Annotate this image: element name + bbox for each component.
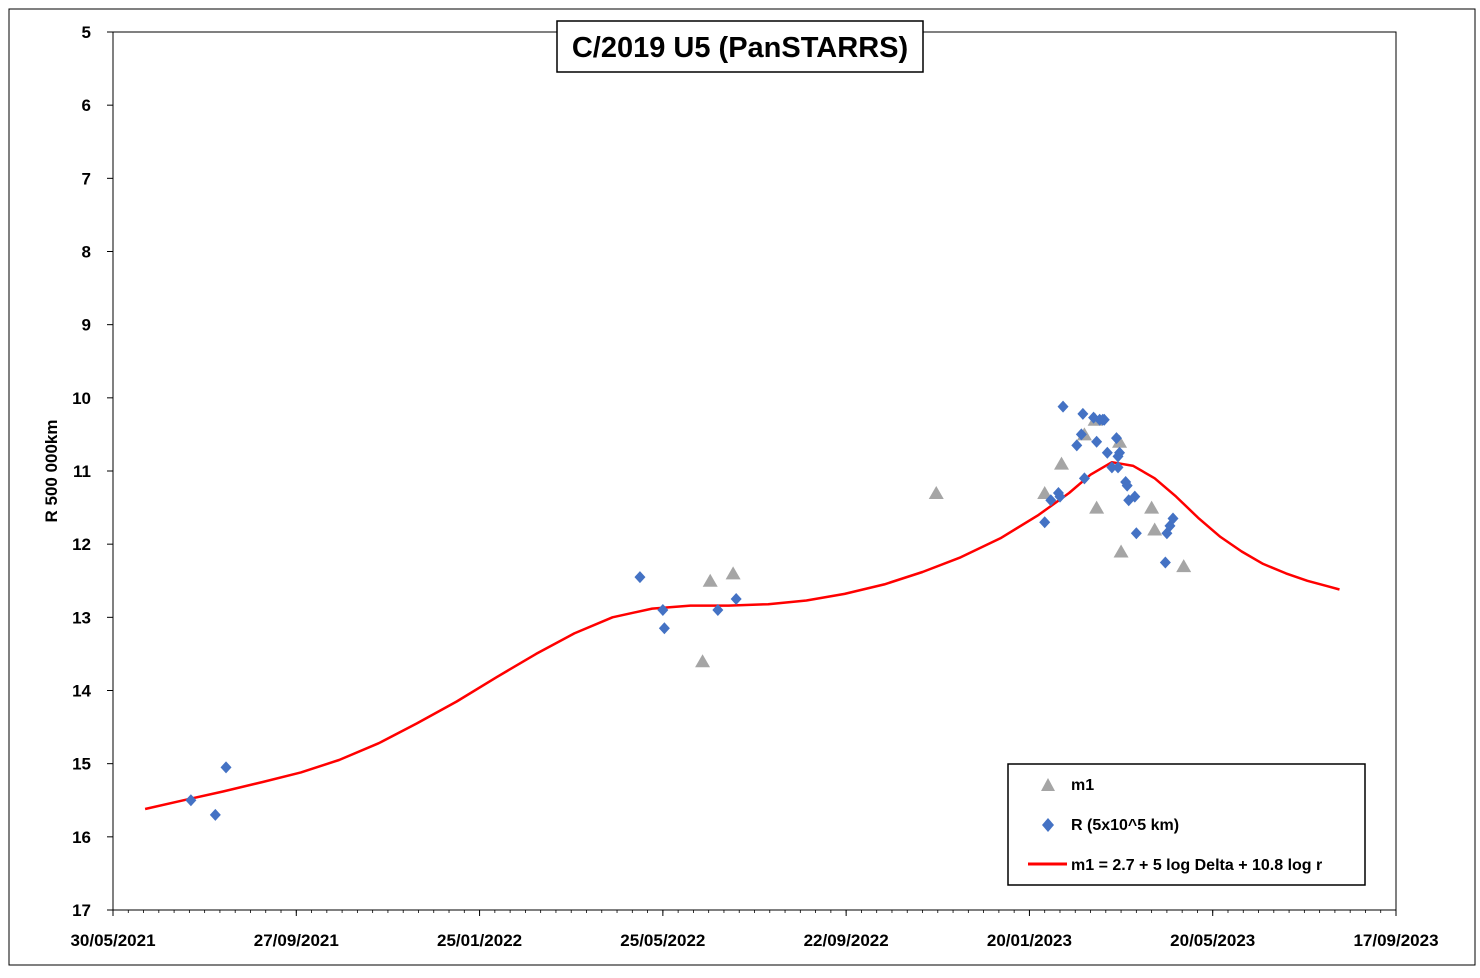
- x-axis: 30/05/2021 27/09/2021 25/01/2022 25/05/2022…: [70, 910, 1439, 950]
- r-point: [730, 593, 742, 606]
- m1-point: [928, 485, 944, 499]
- y-tick-label: 10: [72, 389, 91, 408]
- chart-outer-border: [8, 8, 1476, 966]
- y-tick-label: 6: [82, 96, 91, 115]
- r-point: [657, 604, 669, 617]
- y-tick-label: 7: [82, 169, 91, 188]
- chart-title: C/2019 U5 (PanSTARRS): [572, 32, 908, 64]
- y-tick-label: 14: [72, 682, 91, 701]
- x-tick-label: 22/09/2022: [804, 931, 889, 950]
- m1-point: [1037, 485, 1053, 499]
- m1-point: [1144, 500, 1160, 514]
- r-point: [1130, 527, 1142, 540]
- y-axis-title: R 500 000km: [42, 419, 61, 522]
- legend-entry-m1: m1: [1071, 777, 1094, 794]
- r-point: [1098, 413, 1110, 426]
- x-tick-label: 30/05/2021: [70, 931, 155, 950]
- r-point: [1045, 494, 1057, 507]
- y-tick-label: 9: [82, 316, 91, 335]
- r-point: [1129, 490, 1141, 503]
- y-tick-label: 13: [72, 608, 91, 627]
- m1-point: [1176, 559, 1192, 573]
- y-tick-label: 15: [72, 755, 91, 774]
- fit-curve-line: [144, 460, 1340, 811]
- x-tick-label: 17/09/2023: [1353, 931, 1438, 950]
- r-point: [1159, 556, 1171, 569]
- r-point: [1101, 446, 1113, 459]
- y-tick-label: 11: [73, 462, 91, 481]
- m1-point: [695, 654, 711, 668]
- r-point: [658, 622, 670, 635]
- m1-point: [1112, 434, 1128, 448]
- m1-point: [725, 566, 741, 580]
- y-tick-label: 17: [72, 901, 91, 920]
- legend-m1-triangle-icon: [1041, 778, 1055, 791]
- legend-border: [1007, 763, 1366, 886]
- x-tick-label: 25/05/2022: [620, 931, 705, 950]
- r-point: [185, 794, 197, 807]
- x-tick-label: 20/05/2023: [1170, 931, 1255, 950]
- x-tick-label: 25/01/2022: [437, 931, 522, 950]
- r-point: [1106, 461, 1118, 474]
- m1-point: [1089, 500, 1105, 514]
- r-point: [1075, 428, 1087, 441]
- r-point: [1057, 400, 1069, 413]
- legend-r-diamond-icon: [1042, 818, 1054, 832]
- x-tick-label: 20/01/2023: [987, 931, 1072, 950]
- r-point: [1078, 472, 1090, 485]
- chart-title-box: C/2019 U5 (PanSTARRS): [556, 20, 924, 73]
- r-point: [1071, 439, 1083, 452]
- legend: m1 R (5x10^5 km) m1 = 2.7 + 5 log Delta …: [1007, 763, 1366, 886]
- y-tick-label: 8: [82, 243, 91, 262]
- r-point: [1121, 479, 1133, 492]
- legend-entry-fit: m1 = 2.7 + 5 log Delta + 10.8 log r: [1071, 857, 1322, 874]
- r-point: [1091, 435, 1103, 448]
- legend-entry-r: R (5x10^5 km): [1071, 817, 1179, 834]
- y-tick-label: 12: [72, 535, 91, 554]
- y-tick-label: 5: [82, 23, 91, 42]
- y-tick-label: 16: [72, 828, 91, 847]
- r-point: [1114, 446, 1126, 459]
- r-point: [1039, 516, 1051, 529]
- series-layer: [144, 400, 1340, 821]
- r-point: [712, 604, 724, 617]
- m1-point: [1113, 544, 1129, 558]
- m1-point: [1147, 522, 1163, 536]
- y-axis: 5 6 7 8 9 10 11 12 13 14 15 16 17: [72, 23, 113, 920]
- r-point: [209, 808, 221, 821]
- chart-title-border: [556, 20, 924, 73]
- x-tick-label: 27/09/2021: [254, 931, 339, 950]
- r-point: [1077, 407, 1089, 420]
- r-point: [1054, 490, 1066, 503]
- r-point: [1112, 461, 1124, 474]
- r-point: [1110, 432, 1122, 445]
- r-point: [1167, 512, 1179, 525]
- r-point: [220, 761, 232, 774]
- m1-point: [1054, 456, 1070, 470]
- r-point: [634, 571, 646, 584]
- m1-point: [702, 573, 718, 587]
